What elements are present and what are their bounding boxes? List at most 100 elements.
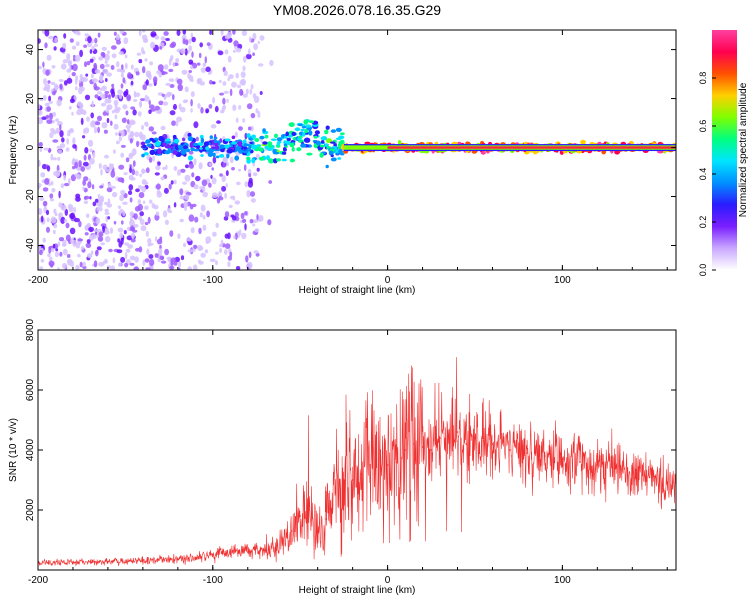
spectrogram-signal-mark bbox=[177, 144, 183, 149]
spectrogram-noise-mark bbox=[122, 77, 126, 84]
spectrogram-noise-mark bbox=[38, 109, 41, 115]
snr-data-point bbox=[448, 434, 450, 436]
spectrogram-noise-mark bbox=[158, 248, 163, 256]
spectrogram-noise-mark bbox=[245, 255, 249, 263]
spectrogram-noise-mark bbox=[188, 38, 192, 44]
spectrogram-noise-mark bbox=[46, 54, 52, 61]
snr-ticks: -200 -100 0 100 2000 4000 6000 8000 bbox=[25, 318, 676, 586]
spectrogram-noise-mark bbox=[133, 266, 140, 270]
spectrogram-noise-mark bbox=[204, 56, 207, 64]
spectrogram-noise-mark bbox=[92, 201, 97, 207]
spectrogram-noise-mark bbox=[188, 150, 194, 155]
spectrogram-marks bbox=[38, 30, 676, 270]
colorbar-strip bbox=[712, 30, 737, 270]
spectrogram-signal-mark bbox=[324, 143, 329, 147]
spectrogram-noise-mark bbox=[66, 77, 73, 84]
spectrogram-noise-mark bbox=[135, 188, 140, 193]
spectrogram-noise-mark bbox=[222, 157, 227, 163]
spectrogram-noise-mark bbox=[122, 104, 128, 110]
snr-data-point bbox=[343, 479, 345, 481]
spectrogram-noise-mark bbox=[118, 210, 122, 216]
spectrogram-noise-mark bbox=[202, 224, 207, 231]
spectrogram-noise-mark bbox=[38, 208, 43, 215]
spectrogram-noise-mark bbox=[256, 167, 260, 172]
spectrogram-noise-mark bbox=[235, 47, 242, 53]
spectrogram-signal-mark bbox=[297, 137, 302, 141]
snr-xtick-label: -100 bbox=[203, 575, 223, 586]
snr-data-point bbox=[325, 518, 328, 520]
spectrogram-noise-mark bbox=[126, 235, 133, 241]
spectrogram-noise-mark bbox=[50, 216, 57, 224]
spectrogram-noise-mark bbox=[101, 122, 108, 129]
spectrogram-signal-mark bbox=[258, 147, 264, 152]
spectrogram-noise-mark bbox=[74, 173, 79, 178]
spectrogram-signal-mark bbox=[324, 129, 329, 135]
spectrogram-noise-mark bbox=[145, 267, 151, 270]
spectrogram-noise-mark bbox=[104, 230, 110, 235]
spectrogram-noise-mark bbox=[154, 105, 160, 111]
spectrogram-noise-mark bbox=[67, 132, 71, 137]
spectrogram-ytick-label: 0 bbox=[25, 144, 36, 150]
spectrogram-noise-mark bbox=[85, 73, 89, 77]
spectrogram-noise-mark bbox=[190, 99, 193, 107]
spectrogram-noise-mark bbox=[80, 246, 85, 250]
spectrogram-noise-mark bbox=[84, 61, 88, 68]
spectrogram-noise-mark bbox=[121, 220, 124, 225]
spectrogram-noise-mark bbox=[222, 162, 226, 168]
spectrogram-noise-mark bbox=[188, 214, 195, 222]
spectrogram-noise-mark bbox=[168, 78, 175, 82]
spectrogram-noise-mark bbox=[227, 77, 230, 82]
spectrogram-noise-mark bbox=[119, 232, 124, 239]
spectrogram-noise-mark bbox=[97, 32, 101, 38]
spectrogram-noise-mark bbox=[128, 190, 133, 195]
spectrogram-noise-mark bbox=[97, 201, 103, 207]
spectrogram-noise-mark bbox=[62, 248, 68, 256]
spectrogram-noise-mark bbox=[82, 186, 85, 191]
spectrogram-noise-mark bbox=[173, 179, 177, 185]
spectrogram-noise-mark bbox=[169, 265, 175, 270]
spectrogram-noise-mark bbox=[65, 222, 70, 229]
spectrogram-noise-mark bbox=[179, 218, 184, 223]
spectrogram-noise-mark bbox=[108, 163, 112, 171]
spectrogram-noise-mark bbox=[219, 247, 223, 254]
spectrogram-noise-mark bbox=[124, 262, 129, 268]
spectrogram-noise-mark bbox=[48, 100, 53, 104]
spectrogram-noise-mark bbox=[78, 160, 82, 168]
spectrogram-noise-mark bbox=[169, 57, 173, 62]
spectrogram-noise-mark bbox=[252, 172, 258, 177]
spectrogram-noise-mark bbox=[123, 37, 129, 45]
spectrogram-noise-mark bbox=[159, 46, 163, 50]
spectrogram-noise-mark bbox=[72, 143, 77, 149]
spectrogram-noise-mark bbox=[154, 236, 158, 242]
spectrogram-noise-mark bbox=[139, 211, 144, 217]
spectrogram-noise-mark bbox=[129, 166, 132, 174]
spectrogram-noise-mark bbox=[108, 94, 111, 100]
spectrogram-signal-mark bbox=[249, 141, 253, 145]
spectrogram-noise-mark bbox=[235, 117, 239, 123]
spectrogram-noise-mark bbox=[49, 193, 54, 199]
spectrogram-noise-mark bbox=[86, 116, 90, 122]
spectrogram-noise-mark bbox=[142, 259, 146, 267]
spectrogram-noise-mark bbox=[123, 230, 127, 235]
spectrogram-signal-mark bbox=[268, 144, 273, 148]
spectrogram-noise-mark bbox=[215, 150, 220, 154]
spectrogram-signal-mark bbox=[289, 158, 295, 163]
spectrogram-noise-mark bbox=[157, 64, 164, 72]
spectrogram-noise-mark bbox=[195, 175, 201, 182]
spectrogram-frame bbox=[37, 29, 677, 271]
spectrogram-noise-mark bbox=[242, 93, 248, 98]
colorbar-tick-label: 0.8 bbox=[698, 72, 708, 85]
spectrogram-signal-mark bbox=[304, 128, 308, 134]
spectrogram-noise-mark bbox=[75, 196, 81, 202]
snr-data-point bbox=[360, 473, 363, 475]
spectrogram-noise-mark bbox=[224, 243, 231, 250]
spectrogram-signal-mark bbox=[272, 148, 277, 154]
spectrogram-noise-mark bbox=[94, 37, 98, 44]
spectrogram-noise-mark bbox=[62, 42, 67, 49]
spectrogram-noise-mark bbox=[114, 102, 118, 110]
spectrogram-signal-mark bbox=[338, 148, 343, 155]
spectrogram-signal-mark bbox=[193, 148, 200, 152]
spectrogram-noise-mark bbox=[45, 114, 50, 119]
spectrogram-noise-mark bbox=[91, 100, 94, 108]
spectrogram-noise-mark bbox=[129, 119, 135, 126]
